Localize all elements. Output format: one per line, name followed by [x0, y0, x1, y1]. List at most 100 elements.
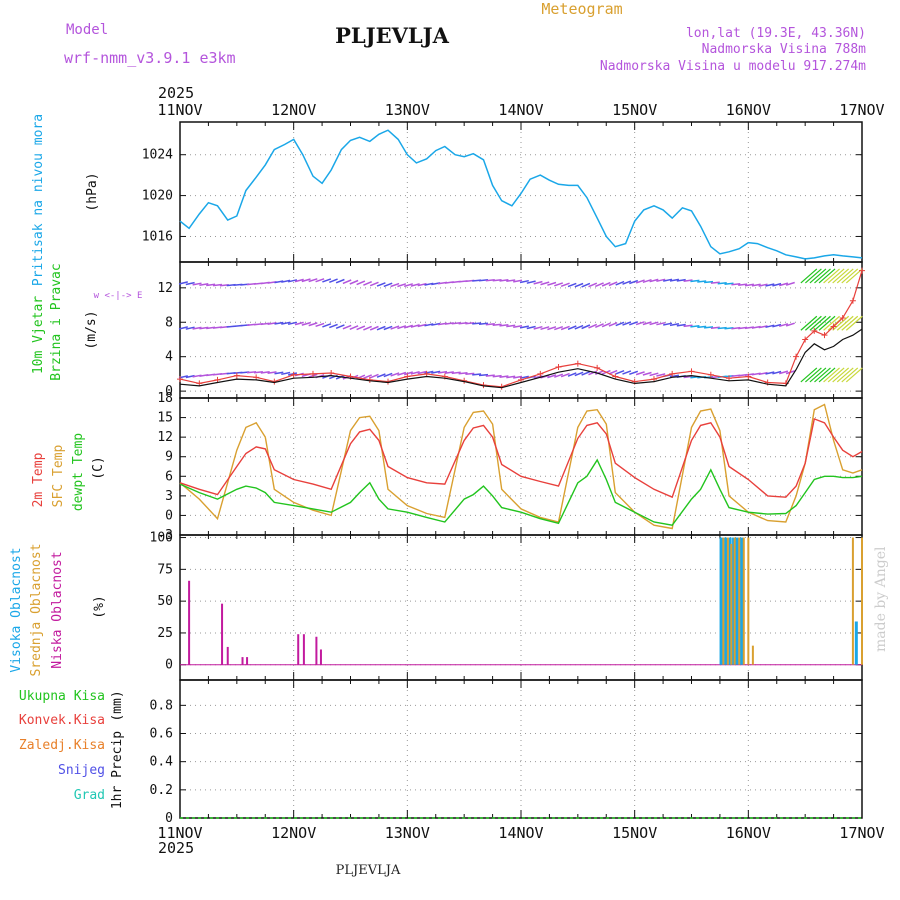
wind-arrow-row-top — [369, 281, 379, 287]
wind-arrow-row-mid — [485, 322, 495, 326]
temp-unit: (C) — [91, 456, 106, 479]
wind-arrow-row-top — [294, 278, 304, 283]
wind-arrow-row-low — [437, 370, 448, 374]
wind-arrow-row-top — [615, 280, 625, 286]
meteogram-title: Meteogram — [541, 0, 622, 18]
wind-arrow-row-top — [656, 278, 666, 283]
precip-ytick-label: 0.6 — [150, 727, 173, 742]
day-label-bottom: 15NOV — [612, 824, 657, 842]
wind-ytick-label: 0 — [165, 384, 173, 399]
mid-cloud-bar — [726, 537, 729, 665]
wind-arrow-row-mid — [717, 326, 727, 330]
wind-strong-arrow — [836, 315, 854, 331]
wind-arrow-row-low — [656, 373, 666, 377]
cloud-ylabel2: Srednja Oblacnost — [29, 543, 44, 676]
wind-arrow-row-top — [744, 283, 755, 287]
wind-arrow-row-top — [335, 278, 345, 284]
model-label: Model — [66, 22, 108, 38]
wind-arrow-row-mid — [410, 324, 420, 328]
wind-arrow-row-top — [690, 279, 700, 283]
day-label-bottom: 14NOV — [498, 824, 543, 842]
wind-arrow-row-mid — [676, 323, 686, 327]
day-label-bottom: 17NOV — [839, 824, 884, 842]
wind-arrow-row-top — [629, 279, 639, 285]
wind-arrow-row-top — [731, 282, 741, 286]
wind-arrow-row-low — [260, 371, 270, 374]
wind-arrow-row-low — [669, 374, 680, 378]
wind-unit: (m/s) — [84, 310, 99, 349]
wind-arrow-row-mid — [274, 321, 284, 325]
wind-arrow-row-top — [669, 278, 680, 282]
wind-arrow-row-low — [778, 370, 789, 375]
wind-arrow-row-top — [724, 282, 734, 286]
wind-arrow-row-top — [281, 279, 291, 283]
low-cloud-bar — [302, 634, 305, 665]
wind-arrow-row-top — [663, 278, 673, 282]
wind-gust-marker — [859, 267, 865, 274]
wind-speed-line — [179, 328, 863, 389]
wind-arrow-row-mid — [315, 322, 325, 328]
wind-strong-arrow — [836, 268, 854, 284]
temp-ytick-label: 0 — [165, 508, 173, 523]
mid-cloud-bar — [722, 537, 725, 665]
wind-arrow-row-mid — [656, 321, 666, 326]
wind-strong-arrow — [827, 268, 845, 284]
low-cloud-bar — [246, 657, 249, 665]
wind-strong-arrow — [823, 367, 840, 383]
wind-arrow-row-top — [778, 282, 789, 287]
wind-arrow-row-top — [785, 281, 795, 286]
wind-strong-arrow — [827, 367, 845, 383]
wind-arrow-row-mid — [785, 322, 795, 327]
model-altitude-label: Nadmorska Visina u modelu 917.274m — [600, 59, 866, 74]
wind-arrow-row-mid — [724, 326, 734, 330]
wind-ylabel2: Brzina i Pravac — [49, 263, 64, 380]
wind-arrow-row-low — [554, 373, 564, 378]
wind-arrow-row-mid — [710, 326, 720, 329]
wind-arrow-row-top — [410, 283, 420, 287]
high-cloud-bar — [719, 537, 723, 665]
wind-arrow-row-top — [376, 282, 386, 287]
high-cloud-bar — [732, 537, 736, 665]
day-label-top: 14NOV — [498, 101, 543, 119]
wind-strong-arrow — [818, 367, 836, 383]
wind-gust-marker — [811, 327, 818, 334]
cloud-ytick-label: 25 — [157, 626, 173, 641]
wind-arrow-row-top — [588, 282, 598, 288]
temp-ytick-label: 3 — [165, 489, 173, 504]
precip-ytick-label: 0.8 — [150, 698, 173, 713]
wind-arrow-row-mid — [513, 324, 523, 329]
wind-arrow-row-mid — [192, 326, 202, 330]
wind-gust-marker — [821, 332, 828, 339]
day-label-bottom: 13NOV — [385, 824, 430, 842]
temp-ylabel2: SFC Temp — [51, 445, 66, 508]
wind-gust-marker — [802, 336, 809, 343]
model-name: wrf-nmm_v3.9.1 e3km — [64, 49, 236, 67]
cloud-ytick-label: 100 — [150, 531, 173, 546]
mid-cloud-bar — [742, 537, 745, 665]
temp-ytick-label: 6 — [165, 469, 173, 484]
wind-arrow-row-low — [253, 370, 263, 374]
wind-arrow-row-mid — [294, 321, 304, 326]
wind-strong-arrow — [805, 367, 822, 383]
wind-arrow-row-low — [588, 370, 598, 376]
cloud-ytick-label: 75 — [157, 562, 173, 577]
mid-cloud-bar — [751, 645, 754, 665]
wind-arrow-row-top — [738, 283, 748, 287]
wind-strong-arrow — [832, 268, 850, 284]
wind-arrow-row-top — [547, 281, 557, 286]
low-cloud-bar — [188, 580, 191, 665]
wind-strong-arrow — [832, 315, 850, 331]
wind-arrow-row-top — [595, 282, 604, 288]
wind-arrow-row-mid — [383, 325, 393, 331]
wind-arrow-row-top — [758, 283, 768, 287]
wind-arrow-row-low — [567, 372, 577, 377]
wind-arrow-row-low — [369, 373, 379, 379]
wind-arrow-row-mid — [574, 324, 584, 330]
wind-arrow-row-low — [403, 371, 414, 376]
wind-arrow-row-top — [622, 280, 632, 285]
wind-gust-marker — [612, 373, 619, 380]
wind-arrow-row-top — [342, 279, 352, 285]
wind-arrow-row-mid — [349, 325, 359, 330]
wind-arrow-row-low — [363, 374, 372, 379]
high-cloud-bar — [724, 537, 728, 665]
